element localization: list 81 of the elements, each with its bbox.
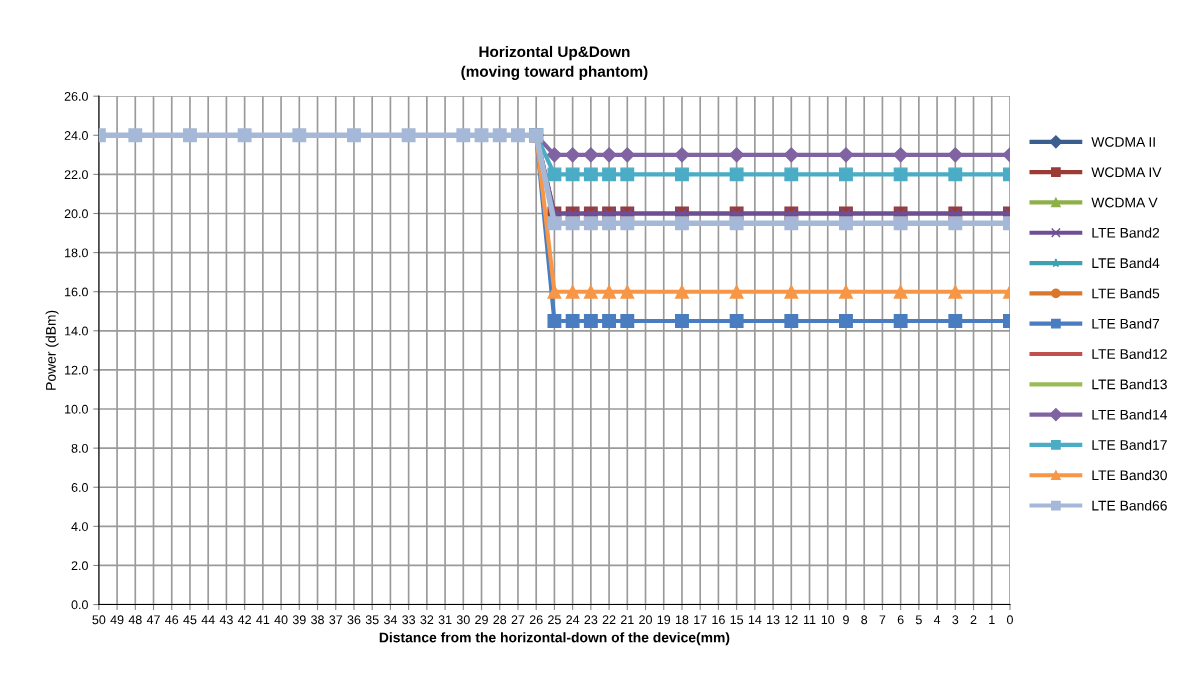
x-tick-label: 30 [456,615,470,625]
x-tick-label: 21 [620,615,634,625]
legend-label: WCDMA II [1091,137,1155,147]
x-tick-label: 36 [347,615,361,625]
x-tick-label: 1 [989,615,995,625]
x-tick-label: 46 [165,615,179,625]
legend-label: WCDMA V [1091,197,1158,208]
x-tick-label: 25 [548,615,561,625]
x-tick-label: 23 [584,615,598,625]
x-tick-label: 48 [128,615,142,625]
x-tick-label: 39 [292,615,306,625]
x-tick-label: 7 [879,615,886,625]
y-axis-title: Power (dBm) [45,310,59,390]
x-tick-label: 26 [529,615,543,625]
x-tick-label: 44 [201,615,215,625]
x-tick-label: 28 [493,615,507,625]
y-tick-label: 26.0 [64,91,88,101]
x-tick-label: 35 [365,615,379,625]
x-tick-label: 33 [402,615,416,625]
x-tick-label: 38 [311,615,324,625]
x-tick-label: 47 [146,615,160,625]
x-tick-label: 18 [675,615,689,625]
legend-label: LTE Band66 [1092,500,1167,511]
y-tick-label: 12.0 [65,365,88,375]
legend-label: LTE Band17 [1092,439,1167,450]
x-tick-label: 19 [657,615,671,625]
x-tick-label: 6 [897,615,904,625]
legend-label: LTE Band7 [1092,318,1160,329]
x-tick-label: 32 [420,615,434,625]
x-tick-label: 0 [1006,615,1013,625]
x-tick-label: 17 [694,615,707,625]
x-tick-label: 5 [915,615,922,625]
x-tick-label: 9 [843,615,849,625]
y-tick-label: 8.0 [71,443,88,453]
x-tick-label: 49 [110,615,124,625]
x-tick-label: 20 [639,615,652,625]
x-tick-label: 16 [712,615,725,625]
x-tick-label: 34 [383,615,397,625]
legend-label: LTE Band30 [1092,470,1167,481]
x-tick-label: 50 [92,615,106,625]
x-tick-label: 3 [952,615,959,625]
x-tick-label: 4 [933,615,941,625]
x-tick-label: 14 [748,615,762,625]
y-tick-label: 10.0 [65,404,88,414]
x-tick-label: 13 [767,615,780,625]
x-tick-label: 41 [256,615,270,625]
x-tick-label: 15 [730,615,744,625]
legend-label: LTE Band14 [1092,409,1168,420]
chart-title: Horizontal Up&Down (moving toward phantom) [461,45,648,80]
x-axis-title: Distance from the horizontal-down of the device(mm) [379,632,730,646]
x-tick-label: 12 [785,615,798,625]
x-tick-label: 45 [183,615,197,625]
y-tick-label: 20.0 [64,209,88,219]
x-tick-label: 37 [329,615,343,625]
legend-label: LTE Band12 [1092,348,1167,359]
y-tick-label: 0.0 [71,600,88,610]
y-tick-label: 14.0 [65,326,88,336]
y-tick-label: 16.0 [65,287,88,297]
x-tick-label: 29 [475,615,488,625]
y-tick-label: 22.0 [64,170,88,180]
legend-label: LTE Band2 [1092,227,1160,238]
x-tick-label: 8 [861,615,868,625]
x-tick-label: 42 [237,615,251,625]
legend-label: LTE Band5 [1092,288,1160,299]
x-tick-label: 40 [274,615,288,625]
y-tick-label: 2.0 [71,561,88,571]
x-tick-label: 24 [566,615,580,625]
y-tick-label: 4.0 [71,522,88,531]
x-tick-label: 2 [970,615,977,625]
x-tick-label: 31 [438,615,452,625]
y-tick-label: 24.0 [64,131,88,140]
x-tick-label: 22 [602,615,616,625]
x-tick-label: 11 [803,615,816,625]
x-tick-label: 27 [511,615,525,625]
x-tick-label: 43 [219,615,233,625]
y-tick-label: 6.0 [71,483,88,492]
legend-label: WCDMA IV [1091,167,1162,178]
legend-label: LTE Band4 [1092,257,1160,269]
legend-label: LTE Band13 [1092,379,1167,390]
x-tick-label: 10 [821,615,835,625]
y-tick-label: 18.0 [65,248,88,258]
